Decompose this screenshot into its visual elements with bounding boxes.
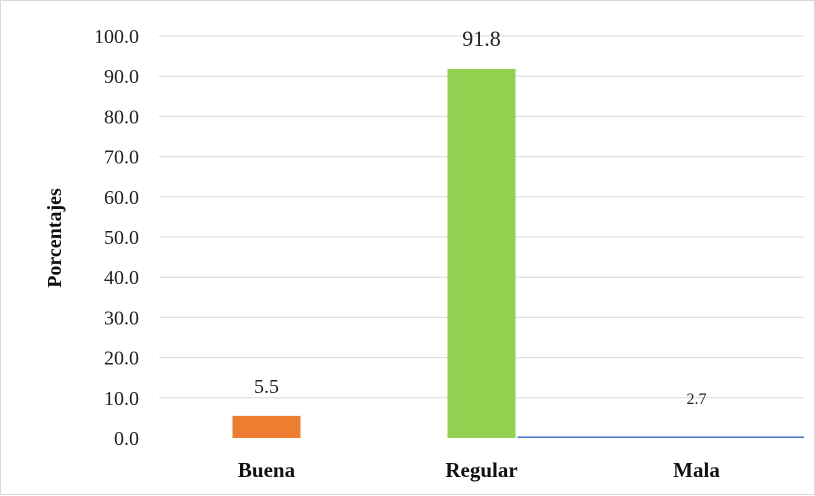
y-tick-label: 40.0 xyxy=(104,267,139,289)
y-axis-ticks: 0.0 10.0 20.0 30.0 40.0 50.0 60.0 70.0 80.0 90.0 1… xyxy=(94,26,139,450)
data-label-regular: 91.8 xyxy=(462,26,501,51)
y-tick-label: 20.0 xyxy=(104,348,139,370)
x-category-buena: Buena xyxy=(238,458,296,482)
y-tick-label: 30.0 xyxy=(104,307,139,329)
x-category-regular: Regular xyxy=(445,458,517,482)
bar-buena xyxy=(232,415,301,438)
y-tick-label: 70.0 xyxy=(104,147,139,169)
x-axis-categories: Buena Regular Mala xyxy=(238,458,720,482)
x-category-mala: Mala xyxy=(673,458,720,482)
y-tick-label: 100.0 xyxy=(94,26,139,48)
y-tick-label: 10.0 xyxy=(104,388,139,410)
y-axis-label: Porcentajes xyxy=(44,188,66,288)
y-tick-label: 50.0 xyxy=(104,227,139,249)
data-label-mala: 2.7 xyxy=(687,391,707,408)
data-labels: 5.5 91.8 2.7 xyxy=(254,26,707,408)
data-label-buena: 5.5 xyxy=(254,376,279,398)
y-tick-label: 60.0 xyxy=(104,187,139,209)
bar-regular xyxy=(447,68,516,439)
y-tick-label: 0.0 xyxy=(114,428,139,450)
bars xyxy=(232,68,804,439)
bar-mala xyxy=(517,436,804,438)
y-tick-label: 80.0 xyxy=(104,106,139,128)
y-tick-label: 90.0 xyxy=(104,66,139,88)
